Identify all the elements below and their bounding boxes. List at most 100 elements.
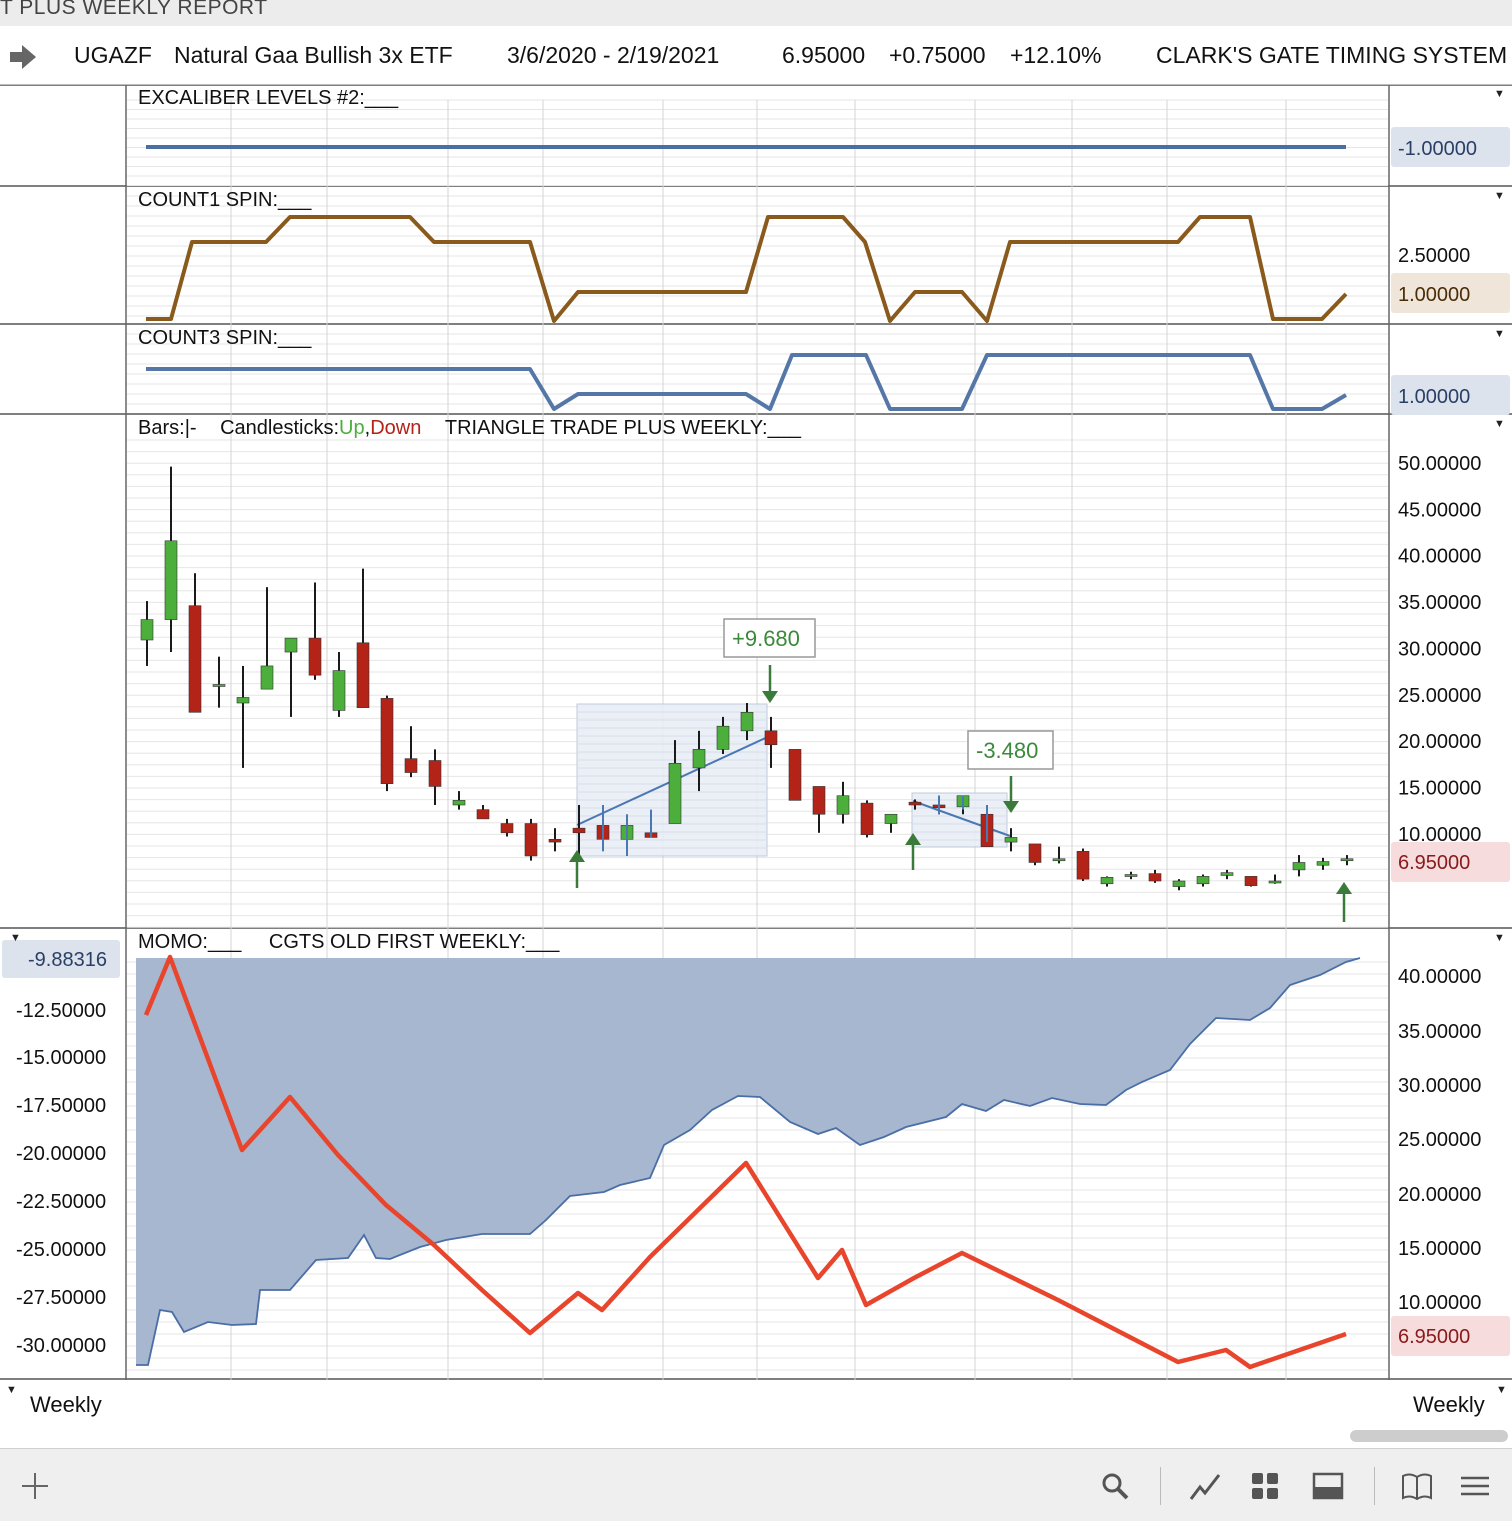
cgts-right-tick-label: 30.00000 (1398, 1075, 1481, 1097)
momo-left-tick-label: -20.00000 (16, 1143, 106, 1165)
candlestick[interactable] (1316, 861, 1330, 866)
candlestick[interactable] (668, 762, 682, 824)
candlestick[interactable] (500, 823, 514, 834)
candlestick[interactable] (284, 637, 298, 653)
candlestick[interactable] (1292, 862, 1306, 871)
last-price: 6.95000 (782, 42, 866, 68)
candlestick[interactable] (452, 800, 466, 806)
triangle-trendline (912, 800, 1011, 837)
candlestick[interactable] (1004, 837, 1018, 843)
count3-value: 1.00000 (1398, 386, 1470, 408)
period-right-menu-icon[interactable]: ▼ (1496, 1384, 1507, 1396)
price-change: +0.75000 (889, 42, 986, 68)
cgts-last-badge (1391, 1316, 1510, 1356)
count1-tick-label: 2.50000 (1398, 245, 1470, 267)
count1-menu-icon[interactable]: ▼ (1494, 190, 1505, 202)
up-label: Up (339, 417, 365, 439)
candlestick[interactable] (212, 684, 226, 687)
grid-icon[interactable] (1248, 1469, 1282, 1503)
last-price-value: 6.95000 (1398, 852, 1470, 874)
last-price-badge (1391, 842, 1510, 882)
candlestick[interactable] (812, 786, 826, 815)
candlestick[interactable] (1124, 874, 1138, 877)
panel-icon[interactable] (1311, 1469, 1345, 1503)
candlestick[interactable] (860, 802, 874, 835)
price-tick-label: 20.00000 (1398, 731, 1481, 753)
candlestick[interactable] (716, 725, 730, 750)
candlestick[interactable] (908, 801, 922, 806)
period-left-menu-icon[interactable]: ▼ (6, 1384, 17, 1396)
count1-value: 1.00000 (1398, 284, 1470, 306)
candlestick[interactable] (764, 730, 778, 746)
window-title: T PLUS WEEKLY REPORT (0, 0, 268, 19)
candlestick[interactable] (740, 711, 754, 732)
candlestick[interactable] (188, 605, 202, 713)
candlestick[interactable] (260, 665, 274, 690)
count3-value-badge (1391, 375, 1510, 415)
candlestick[interactable] (1100, 876, 1114, 885)
momo-panel-title: MOMO:___ CGTS OLD FIRST WEEKLY:___ (138, 931, 559, 954)
candlesticks-label: Candlesticks: (220, 417, 340, 439)
candlestick[interactable] (380, 698, 394, 784)
candlestick[interactable] (164, 540, 178, 620)
candlestick[interactable] (1028, 843, 1042, 863)
cgts-line (136, 957, 1361, 1366)
candlestick[interactable] (1196, 876, 1210, 885)
candlestick[interactable] (1220, 872, 1234, 876)
chart-area[interactable]: -1.00000 2.50000 1.00000 1.00000 50.00000 45.… (0, 85, 1512, 1380)
candlestick[interactable] (524, 823, 538, 857)
toolbar-divider (1160, 1467, 1161, 1505)
count3-menu-icon[interactable]: ▼ (1494, 328, 1505, 340)
candlestick[interactable] (140, 619, 154, 641)
candlestick[interactable] (1052, 858, 1066, 862)
sell-arrow-icon (762, 691, 778, 703)
symbol-ticker[interactable]: UGAZF (74, 42, 152, 68)
cgts-right-tick-label: 10.00000 (1398, 1292, 1481, 1314)
price-tick-label: 35.00000 (1398, 592, 1481, 614)
candlestick[interactable] (1148, 873, 1162, 882)
candlestick[interactable] (884, 813, 898, 824)
momo-right-menu-icon[interactable]: ▼ (1494, 932, 1505, 944)
search-icon[interactable] (1098, 1469, 1132, 1503)
period-right-label[interactable]: Weekly (1413, 1392, 1485, 1417)
price-tick-label: 30.00000 (1398, 638, 1481, 660)
candlestick[interactable] (572, 827, 586, 834)
price-tick-label: 25.00000 (1398, 685, 1481, 707)
buy-arrow-icon (1336, 882, 1352, 894)
candlestick[interactable] (1076, 851, 1090, 880)
candlestick[interactable] (788, 749, 802, 801)
excaliber-menu-icon[interactable]: ▼ (1494, 88, 1505, 100)
candlestick[interactable] (1268, 880, 1282, 884)
cgts-right-tick-label: 15.00000 (1398, 1238, 1481, 1260)
momo-left-value: -9.88316 (28, 949, 107, 971)
candlestick[interactable] (356, 642, 370, 708)
horizontal-scrollbar[interactable] (1350, 1430, 1508, 1442)
arrow-right-icon[interactable] (8, 42, 38, 72)
candlestick[interactable] (1172, 880, 1186, 887)
period-left-label[interactable]: Weekly (30, 1392, 102, 1417)
book-icon[interactable] (1400, 1469, 1434, 1503)
candlestick[interactable] (836, 795, 850, 815)
candlestick[interactable] (1244, 876, 1258, 886)
toolbar-divider (1374, 1467, 1375, 1505)
price-change-pct: +12.10% (1010, 42, 1102, 68)
candlestick[interactable] (332, 670, 346, 711)
candlestick[interactable] (428, 760, 442, 787)
price-tick-label: 15.00000 (1398, 777, 1481, 799)
candlestick[interactable] (476, 809, 490, 820)
momo-left-menu-icon[interactable]: ▼ (10, 932, 21, 944)
candlestick[interactable] (692, 749, 706, 769)
price-menu-icon[interactable]: ▼ (1494, 418, 1505, 430)
momo-line (143, 954, 1347, 1370)
candlestick[interactable] (236, 697, 250, 704)
price-panel-title: Bars:|- Candlesticks:Up,Down TRIANGLE TR… (138, 417, 801, 440)
menu-icon[interactable] (1458, 1469, 1492, 1503)
count3-line (146, 353, 1348, 411)
candlestick[interactable] (548, 838, 562, 843)
candlestick[interactable] (1340, 858, 1354, 862)
draw-line-icon[interactable] (1188, 1469, 1222, 1503)
candlestick[interactable] (308, 637, 322, 676)
candlestick[interactable] (404, 758, 418, 773)
plus-icon[interactable] (18, 1469, 52, 1503)
cgts-area (136, 958, 1360, 1365)
